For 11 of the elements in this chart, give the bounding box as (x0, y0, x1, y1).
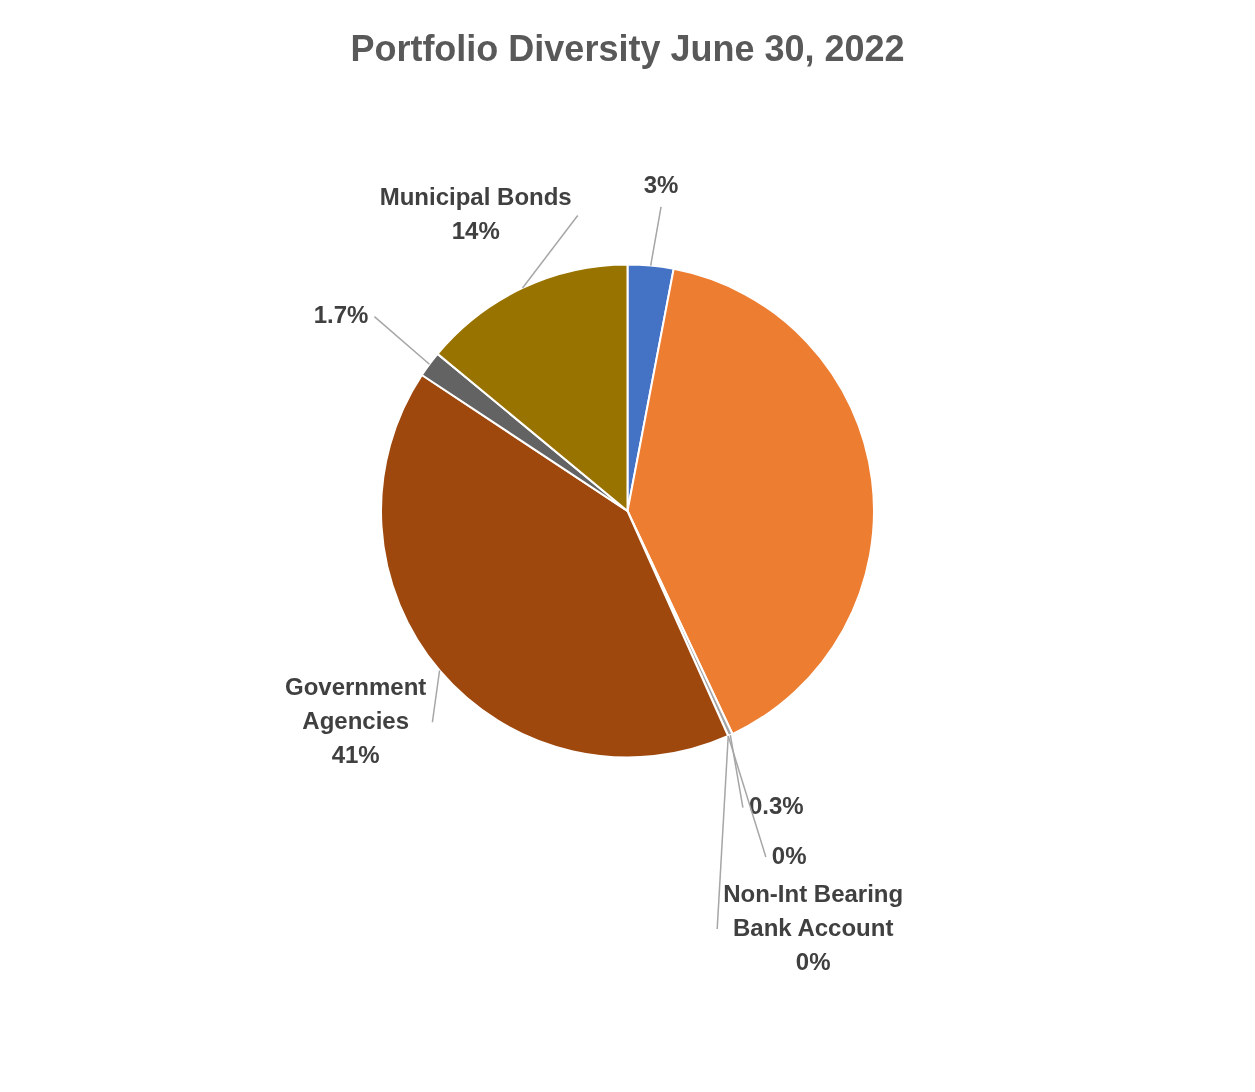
category-label: Non-Int Bearing Bank Account (723, 879, 904, 941)
data-label: 41% (331, 740, 380, 768)
slice-label: Municipal Bonds (379, 183, 572, 211)
text: 0% (771, 841, 807, 869)
data-label: 14% (451, 217, 500, 245)
data-label: 3% (643, 170, 679, 198)
chart-title: Portfolio Diversity June 30, 2022 (349, 28, 906, 70)
data-label: 0.3% (748, 792, 804, 820)
data-label: 1.7% (313, 301, 369, 329)
text: 0% (795, 947, 831, 975)
slice-label: Government Agencies (285, 672, 427, 734)
